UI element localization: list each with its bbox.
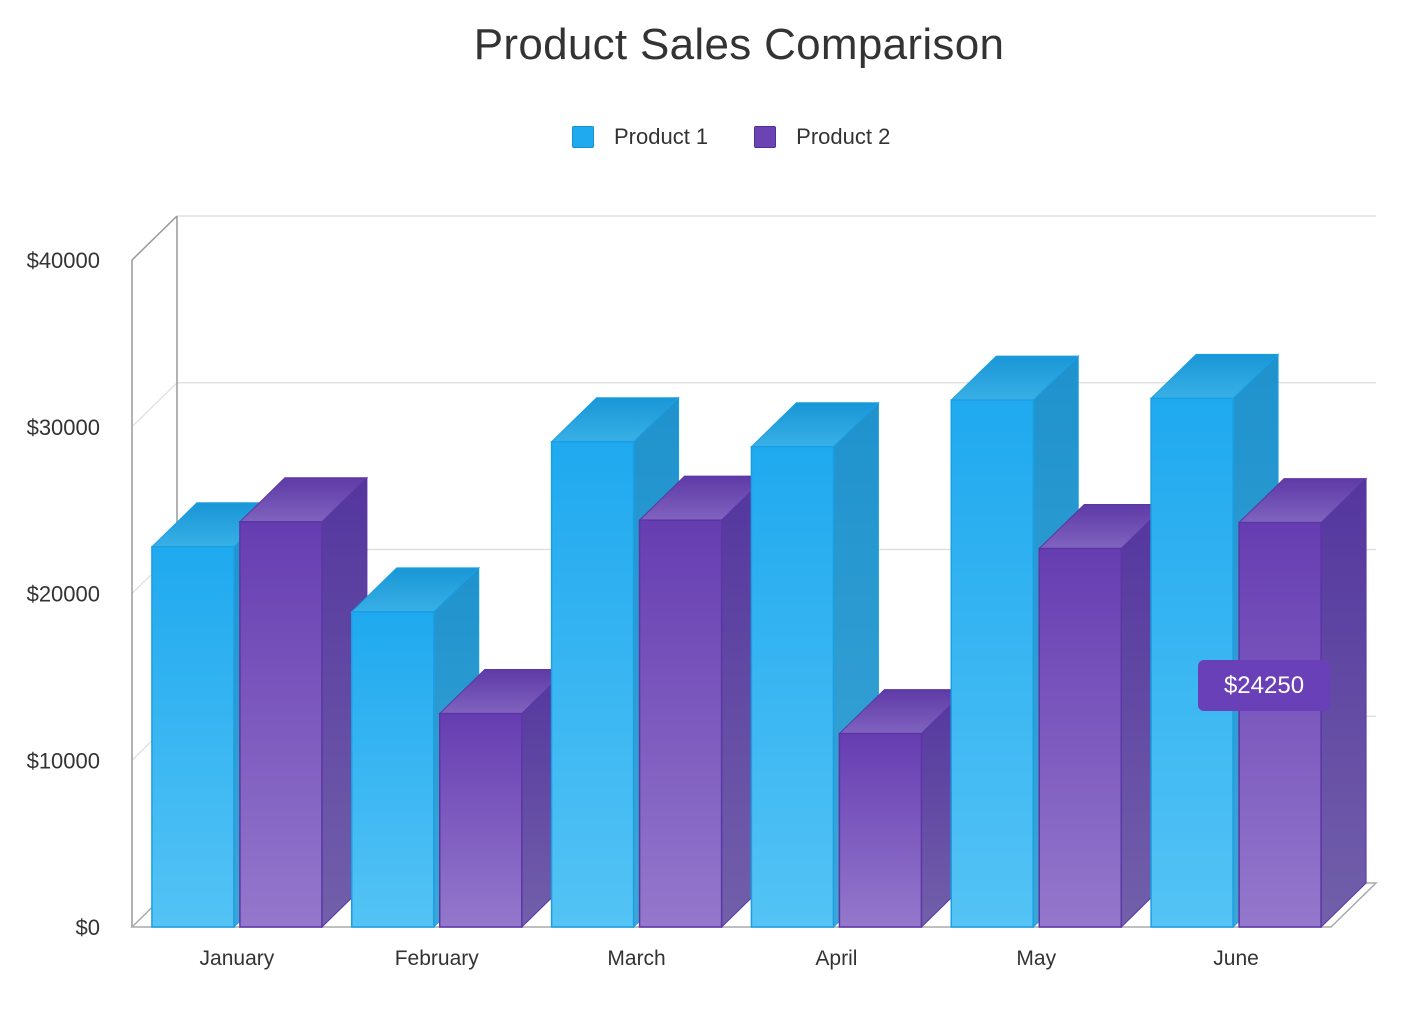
bar-front bbox=[750, 446, 835, 928]
bar-front bbox=[638, 519, 723, 928]
y-tick-label: $20000 bbox=[27, 582, 100, 607]
legend-label-product-2: Product 2 bbox=[796, 124, 891, 149]
y-tick-label: $30000 bbox=[27, 415, 100, 440]
bar-value-tooltip: $24250 bbox=[1198, 660, 1330, 711]
x-tick-label: February bbox=[395, 947, 480, 970]
bar-front bbox=[950, 399, 1034, 928]
x-tick-label: March bbox=[607, 947, 665, 970]
bar-front bbox=[1038, 547, 1122, 928]
bar-group-march bbox=[550, 396, 768, 929]
bar-front bbox=[239, 521, 323, 928]
y-tick-label: $0 bbox=[76, 915, 100, 940]
bar-front bbox=[351, 611, 435, 928]
x-tick-label: June bbox=[1213, 947, 1259, 970]
bar-group-january bbox=[150, 476, 369, 929]
legend-swatch-product-1 bbox=[572, 126, 594, 148]
y-tick-label: $10000 bbox=[27, 748, 100, 773]
bar-front bbox=[550, 441, 635, 928]
legend-swatch-product-2 bbox=[754, 126, 777, 148]
bar-product-2-february bbox=[438, 668, 568, 929]
legend-item-product-1[interactable]: Product 1 bbox=[572, 124, 708, 150]
bars-layer bbox=[150, 353, 1368, 929]
bar-group-february bbox=[350, 566, 568, 929]
bar-product-2-april bbox=[838, 688, 968, 929]
bar-product-2-june bbox=[1237, 477, 1368, 929]
y-tick-labels: $0 $10000 $20000 $30000 $40000 bbox=[27, 248, 100, 940]
bar-group-june bbox=[1149, 353, 1368, 929]
x-tick-label: May bbox=[1016, 947, 1056, 970]
x-tick-label: April bbox=[815, 947, 857, 970]
bar-front bbox=[1238, 521, 1322, 928]
side-axis-top bbox=[131, 215, 178, 261]
bar-front bbox=[838, 732, 923, 928]
bar-front bbox=[439, 712, 523, 928]
bar-product-2-march bbox=[638, 474, 768, 929]
y-tick-label: $40000 bbox=[27, 248, 100, 273]
bar-front bbox=[151, 546, 235, 928]
x-tick-label: January bbox=[200, 947, 275, 970]
bar-group-may bbox=[950, 354, 1168, 929]
x-tick-labels: January February March April May June bbox=[200, 947, 1259, 970]
bar-product-2-may bbox=[1038, 503, 1168, 929]
legend: Product 1 Product 2 bbox=[572, 122, 936, 152]
chart-title: Product Sales Comparison bbox=[473, 20, 1005, 69]
legend-item-product-2[interactable]: Product 2 bbox=[754, 124, 890, 150]
bar-group-april bbox=[750, 401, 968, 929]
gridline-side bbox=[131, 382, 178, 428]
bar-product-2-january bbox=[238, 476, 369, 929]
legend-label-product-1: Product 1 bbox=[614, 124, 709, 149]
